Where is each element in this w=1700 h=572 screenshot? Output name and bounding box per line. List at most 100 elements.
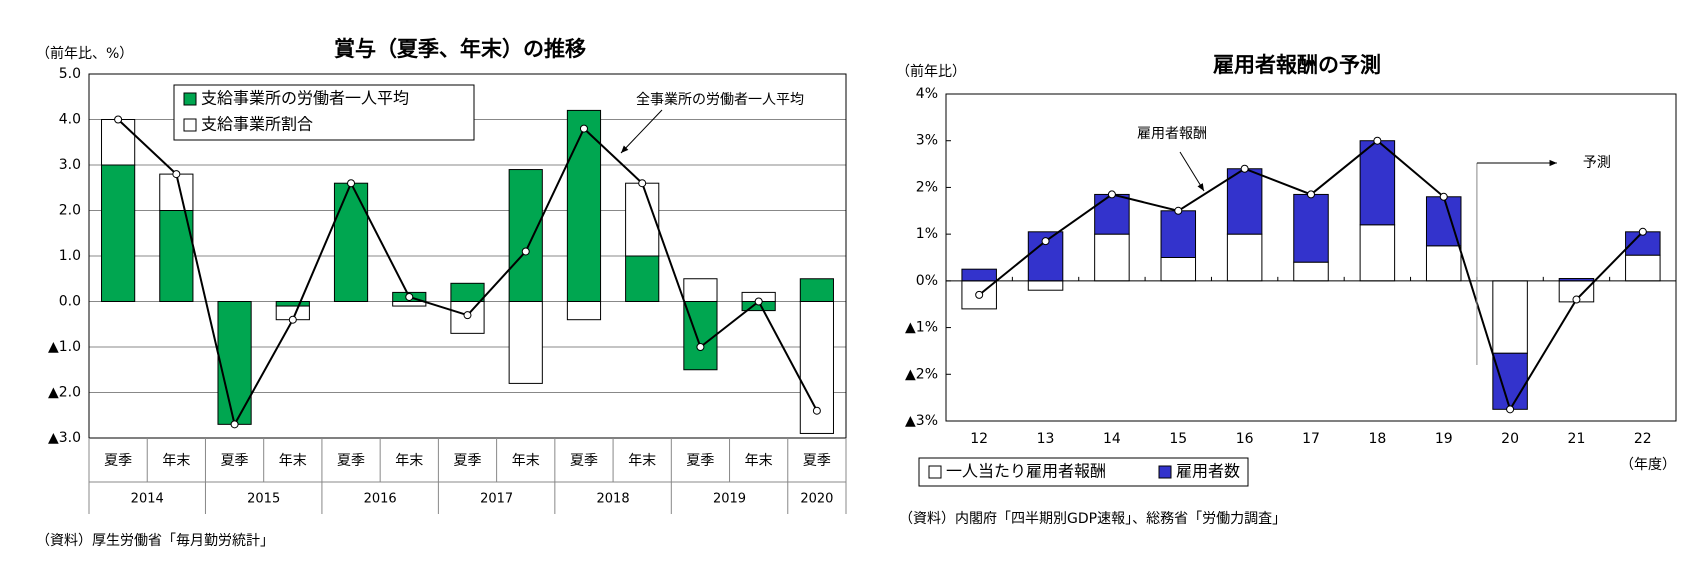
bar [683, 301, 718, 371]
line-marker [114, 115, 123, 124]
bar [101, 164, 136, 302]
chart-title: 賞与（夏季、年末）の推移 [334, 37, 586, 61]
x-tick-label: 19 [1435, 431, 1453, 447]
y-tick-label: ▲3.0 [48, 430, 81, 446]
annotation: 予測 [1583, 155, 1611, 171]
line-marker [638, 179, 647, 188]
bar [275, 301, 310, 307]
bar [1293, 193, 1329, 263]
arrow-head [1549, 159, 1557, 167]
bar [1160, 210, 1197, 259]
source: （資料）厚生労働省「毎月勤労統計」 [36, 533, 274, 549]
y-tick-label: 2.0 [59, 203, 81, 219]
legend-label: 一人当たり雇用者報酬 [946, 462, 1106, 481]
bar [1359, 224, 1396, 282]
group-label: 2018 [597, 492, 630, 507]
x-tick-label: 21 [1568, 431, 1586, 447]
x-tick-label: 夏季 [803, 453, 831, 469]
bar [799, 278, 834, 302]
x-tick-label: 年末 [628, 453, 656, 469]
legend-label: 支給事業所割合 [201, 115, 313, 134]
bar [392, 301, 427, 307]
x-tick-label: 年末 [395, 453, 423, 469]
x-tick-label: 夏季 [686, 453, 714, 469]
y-tick-label: 3% [916, 133, 938, 149]
x-tick-label: 13 [1037, 431, 1055, 447]
group-label: 2020 [800, 492, 833, 507]
bar [1425, 245, 1462, 282]
line-marker [230, 420, 239, 429]
annotation: 全事業所の労働者一人平均 [636, 92, 804, 108]
x-tick-label: 20 [1501, 431, 1519, 447]
line-marker [754, 297, 763, 306]
bar [625, 182, 660, 257]
legend-swatch [1158, 465, 1172, 479]
bar [961, 268, 997, 282]
line-marker [1041, 237, 1050, 246]
x-tick-label: 夏季 [221, 453, 249, 469]
legend-swatch [183, 118, 197, 132]
bar [1359, 140, 1396, 226]
bar [566, 109, 602, 303]
x-tick-label: 17 [1302, 431, 1320, 447]
line-marker [1240, 164, 1249, 173]
x-tick-label: 年末 [512, 453, 540, 469]
y-tick-label: 3.0 [59, 157, 81, 173]
x-tick-label: 15 [1169, 431, 1187, 447]
plot-frame [88, 73, 847, 439]
line-marker [347, 179, 356, 188]
y-tick-label: 4% [916, 86, 938, 102]
bar [508, 169, 543, 302]
bar [1425, 196, 1462, 247]
bar [1094, 193, 1130, 235]
legend-swatch [183, 92, 197, 106]
line-marker [1439, 192, 1448, 201]
legend-swatch [928, 465, 942, 479]
line-marker [579, 124, 588, 133]
x-axis-label: （年度） [1620, 457, 1676, 473]
bar [1027, 280, 1064, 291]
y-tick-label: 2% [916, 179, 938, 195]
bar [217, 301, 252, 425]
bar [1492, 280, 1528, 354]
y-tick-label: 0.0 [59, 294, 81, 310]
bar [450, 282, 485, 302]
arrow-head [621, 145, 629, 153]
line-marker [521, 247, 530, 256]
line-marker [1572, 295, 1581, 304]
y-tick-label: ▲1% [905, 320, 938, 336]
line-marker [1307, 190, 1315, 199]
y-tick-label: 1% [916, 226, 938, 242]
line-marker [975, 290, 984, 299]
legend-label: 支給事業所の労働者一人平均 [201, 89, 409, 108]
y-axis-label: （前年比） [896, 63, 966, 80]
x-tick-label: 14 [1103, 431, 1121, 447]
group-label: 2014 [131, 492, 164, 507]
line-marker [1638, 227, 1647, 236]
y-tick-label: 4.0 [59, 112, 81, 128]
x-tick-label: 18 [1368, 431, 1386, 447]
legend-label: 雇用者数 [1176, 462, 1240, 481]
annotation-arrow [620, 109, 663, 154]
plot-frame [945, 93, 1677, 422]
line-marker [288, 315, 297, 324]
x-tick-label: 16 [1236, 431, 1254, 447]
source: （資料）内閣府「四半期別GDP速報」、総務省「労働力調査」 [899, 511, 1286, 527]
y-tick-label: ▲1.0 [48, 339, 81, 355]
group-label: 2019 [713, 492, 746, 507]
bar [566, 301, 602, 321]
x-tick-label: 12 [970, 431, 988, 447]
x-tick-label: 夏季 [104, 453, 132, 469]
bar [1492, 352, 1528, 410]
chart-title: 雇用者報酬の予測 [1213, 53, 1381, 77]
line-marker [1506, 405, 1515, 414]
bar [508, 301, 543, 384]
y-tick-label: 5.0 [59, 66, 81, 82]
line-marker [172, 170, 181, 179]
x-tick-label: 夏季 [454, 453, 482, 469]
y-tick-label: 1.0 [59, 248, 81, 264]
y-tick-label: 0% [916, 273, 938, 289]
line-marker [812, 406, 821, 415]
annotation: 雇用者報酬 [1137, 126, 1207, 142]
